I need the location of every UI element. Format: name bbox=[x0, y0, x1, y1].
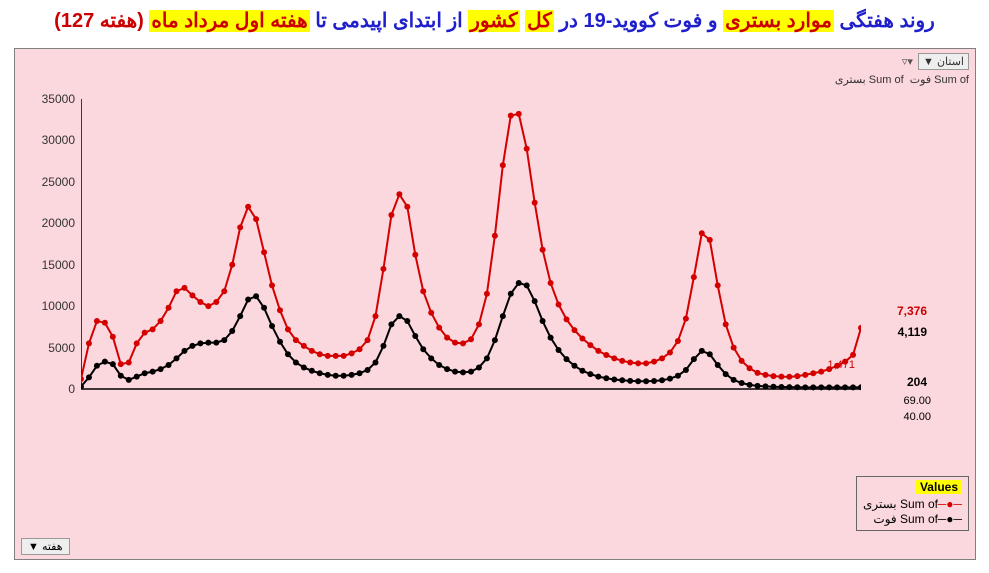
y-tick: 35000 bbox=[42, 92, 75, 106]
legend-swatch-red: ─●─ bbox=[940, 497, 962, 511]
filter-label: استان bbox=[937, 56, 964, 68]
y-tick: 30000 bbox=[42, 133, 75, 147]
legend-row-fot: ─●─Sum of فوت bbox=[863, 512, 962, 526]
week-filter[interactable]: هفته ▼ bbox=[21, 538, 70, 555]
legend-header: Values bbox=[916, 480, 962, 494]
chart-frame: استان ▼ ▾▿ Sum of فوت Sum of بستری 0 5000… bbox=[14, 48, 976, 560]
y-tick: 5000 bbox=[48, 341, 75, 355]
legend-top-b: Sum of بستری bbox=[835, 74, 904, 86]
legend-top: Sum of فوت Sum of بستری bbox=[835, 73, 969, 86]
callout-value-1471: 1,471 bbox=[827, 359, 855, 371]
callout-fot-latest: 204 bbox=[907, 375, 927, 389]
plot-area bbox=[81, 99, 861, 389]
title-highlight-3: کشور bbox=[468, 10, 519, 32]
legend-row-bastari: ─●─Sum of بستری bbox=[863, 497, 962, 511]
callout-value-40: 40.00 bbox=[903, 411, 931, 423]
callout-bastari-latest: 7,376 bbox=[897, 304, 927, 318]
legend-box: Values ─●─Sum of بستری ─●─Sum of فوت bbox=[856, 476, 969, 531]
title-part-9: (هفته 127) bbox=[54, 10, 149, 32]
y-tick: 25000 bbox=[42, 175, 75, 189]
y-tick: 20000 bbox=[42, 216, 75, 230]
x-axis bbox=[81, 393, 861, 513]
title-highlight-4: هفته اول مرداد ماه bbox=[149, 10, 309, 32]
chart-title: روند هفتگی موارد بستری و فوت کووید-19 در… bbox=[0, 0, 989, 37]
y-axis: 05000100001500020000250003000035000 bbox=[15, 99, 79, 389]
footer-label: هفته bbox=[42, 541, 63, 553]
title-part-3: و فوت کووید-19 در bbox=[554, 10, 723, 32]
title-highlight-1: موارد بستری bbox=[723, 10, 834, 32]
legend-swatch-black: ─●─ bbox=[940, 512, 962, 526]
y-tick: 15000 bbox=[42, 258, 75, 272]
y-tick: 10000 bbox=[42, 299, 75, 313]
title-highlight-2: کل bbox=[525, 10, 554, 32]
legend-top-a: Sum of فوت bbox=[910, 74, 969, 86]
callout-value-69: 69.00 bbox=[903, 395, 931, 407]
legend-series2-label: Sum of فوت bbox=[873, 512, 938, 526]
filter-arrow-icon: ▼ bbox=[923, 56, 934, 68]
legend-series1-label: Sum of بستری bbox=[863, 497, 938, 511]
title-part-1: روند هفتگی bbox=[834, 10, 935, 32]
footer-arrow-icon: ▼ bbox=[28, 541, 39, 553]
callout-value-4119: 4,119 bbox=[898, 325, 927, 339]
funnel-icon: ▾▿ bbox=[902, 56, 913, 68]
title-part-7: از ابتدای اپیدمی تا bbox=[310, 10, 469, 32]
y-tick: 0 bbox=[68, 382, 75, 396]
province-filter[interactable]: استان ▼ ▾▿ bbox=[902, 53, 969, 70]
